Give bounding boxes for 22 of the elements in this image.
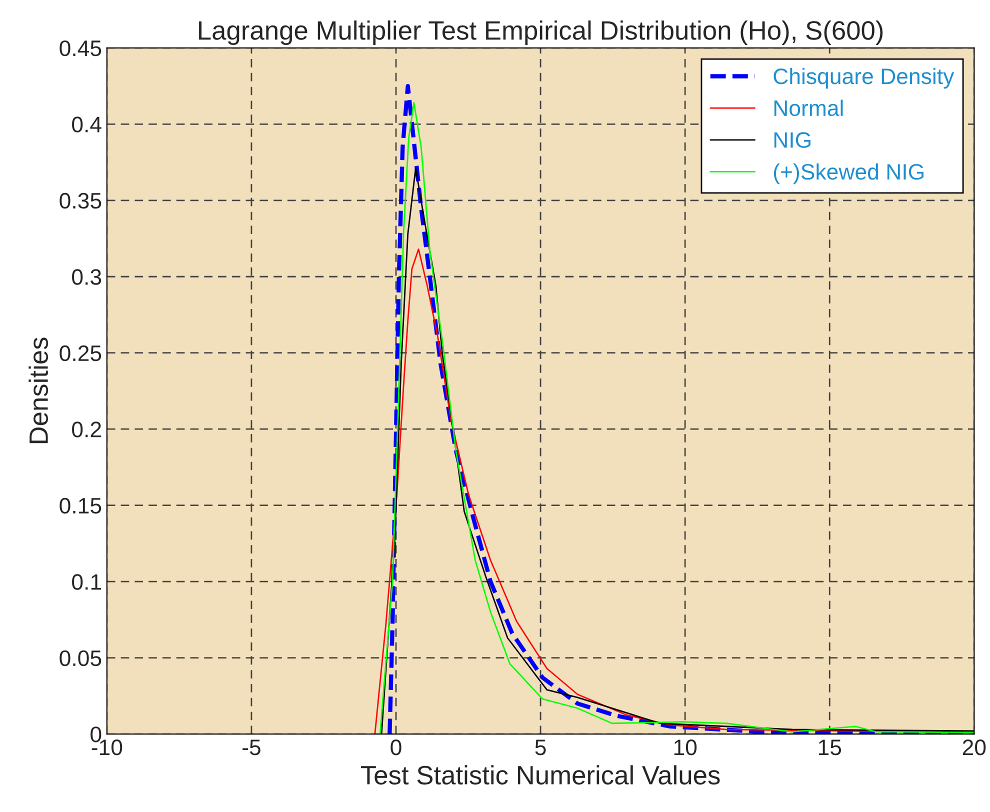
x-tick-label: 5 bbox=[535, 740, 546, 756]
legend-label: Normal bbox=[774, 100, 843, 116]
y-tick-label: 0.25 bbox=[60, 345, 102, 362]
x-tick-label: 0 bbox=[390, 739, 402, 756]
y-tick-label: 0.05 bbox=[60, 650, 102, 666]
chart-title: Lagrange Multiplier Test Empirical Distribution (Ho), S(600) bbox=[199, 20, 883, 46]
y-tick-label: 0.15 bbox=[60, 498, 102, 514]
y-tick-label: 0.35 bbox=[60, 192, 102, 209]
x-tick-label: 10 bbox=[674, 739, 697, 756]
y-tick-label: 0.4 bbox=[72, 116, 102, 132]
y-tick-label: 0.1 bbox=[72, 574, 101, 590]
x-tick-label: 15 bbox=[818, 740, 842, 756]
legend-label: (+)Skewed NIG bbox=[774, 163, 924, 184]
y-axis-title: Densities bbox=[28, 338, 48, 444]
y-tick-label: 0.3 bbox=[72, 269, 102, 285]
x-axis-title: Test Statistic Numerical Values bbox=[361, 765, 720, 785]
legend-label: NIG bbox=[774, 132, 810, 148]
x-tick-label: -5 bbox=[242, 740, 260, 756]
x-tick-label: 20 bbox=[962, 739, 986, 756]
y-tick-label: 0.45 bbox=[60, 40, 102, 56]
legend-label: Chisquare Density bbox=[774, 68, 954, 89]
y-tick-label: 0.2 bbox=[72, 422, 101, 438]
